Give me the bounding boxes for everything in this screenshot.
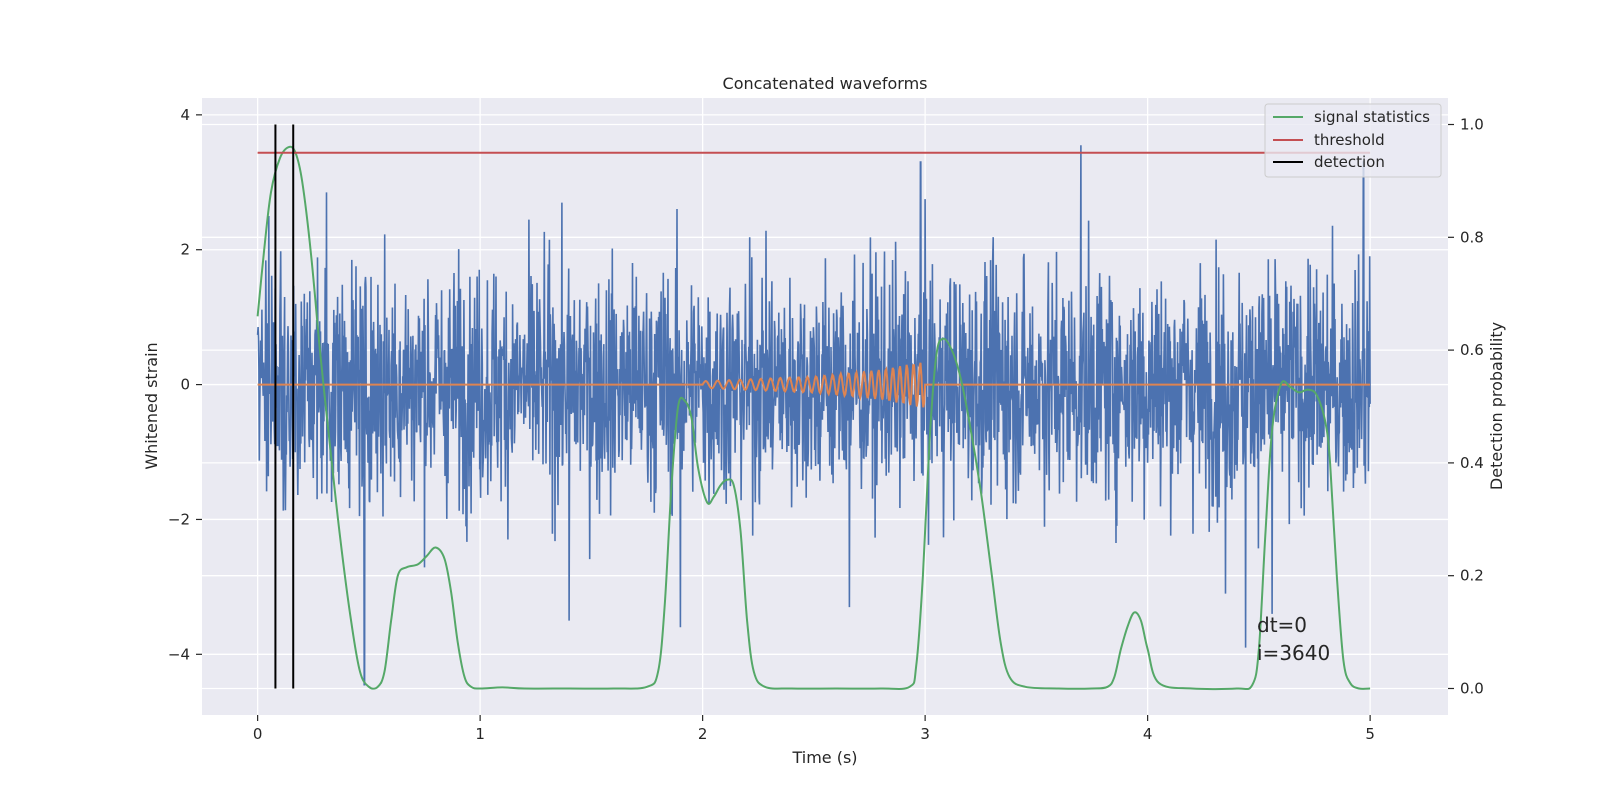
x-tick-label: 4 — [1143, 725, 1153, 743]
x-tick-label: 1 — [475, 725, 485, 743]
y-tick-label: −2 — [168, 510, 190, 528]
annotation-dt: dt=0 — [1257, 613, 1307, 637]
y2-tick-label: 0.8 — [1460, 228, 1484, 246]
chirp-trace — [257, 362, 1371, 408]
ticks: 0 1 2 3 4 5 −4 −2 0 2 4 0.0 0.2 0.4 0.6 0.8 1.0 — [168, 106, 1484, 743]
series-detection — [274, 124, 295, 689]
series-chirp-1 — [257, 362, 1371, 408]
y2-tick-label: 1.0 — [1460, 116, 1484, 134]
series-noise-0 — [256, 145, 1371, 686]
y2-tick-label: 0.4 — [1460, 454, 1484, 472]
y2-tick-label: 0.2 — [1460, 567, 1484, 585]
legend-label-detection: detection — [1314, 153, 1385, 171]
signal-statistics-line — [256, 145, 1371, 691]
x-tick-label: 2 — [698, 725, 708, 743]
y-axis-label: Whitened strain — [142, 342, 161, 469]
annotation-box: dt=0 i=3640 — [1257, 613, 1330, 665]
annotation-index: i=3640 — [1257, 641, 1330, 665]
x-tick-label: 3 — [920, 725, 930, 743]
y2-tick-label: 0.6 — [1460, 341, 1484, 359]
x-axis-label: Time (s) — [791, 748, 857, 767]
legend-frame — [1264, 103, 1442, 178]
legend: signal statistics threshold detection — [1264, 103, 1442, 178]
x-tick-label: 5 — [1365, 725, 1375, 743]
legend-label-signal-statistics: signal statistics — [1314, 108, 1430, 126]
y-tick-label: 2 — [180, 241, 190, 259]
series-signal-statistics — [256, 145, 1371, 691]
noise-trace — [256, 145, 1371, 686]
y-tick-label: −4 — [168, 645, 190, 663]
series-layer — [256, 124, 1371, 691]
y2-tick-label: 0.0 — [1460, 679, 1484, 697]
legend-label-threshold: threshold — [1314, 131, 1385, 149]
y2-axis-label: Detection probability — [1487, 322, 1506, 490]
y-tick-label: 4 — [180, 106, 190, 124]
y-tick-label: 0 — [180, 376, 190, 394]
x-tick-label: 0 — [253, 725, 263, 743]
chart-title: Concatenated waveforms — [723, 74, 928, 93]
